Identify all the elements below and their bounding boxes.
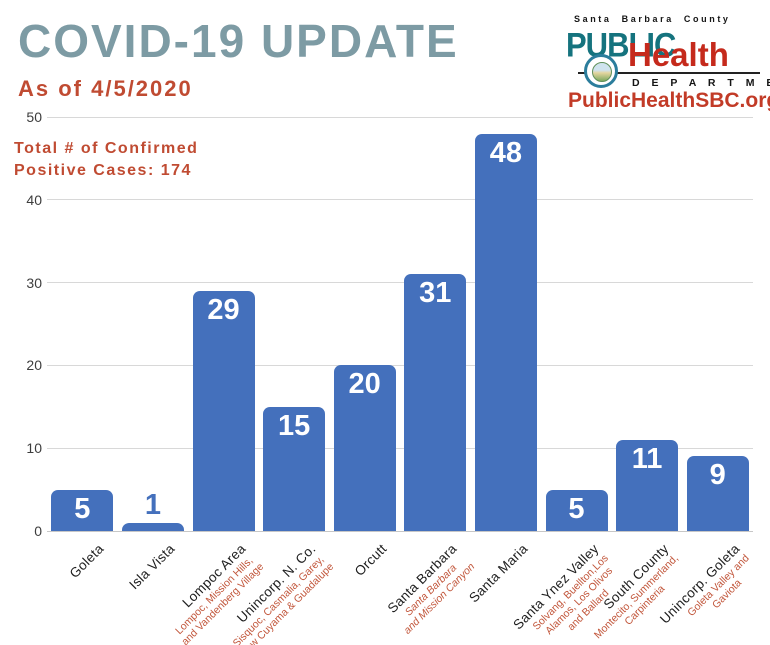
logo-county-text: Santa Barbara County xyxy=(574,14,731,24)
bar xyxy=(333,365,396,531)
total-cases-line1: Total # of Confirmed xyxy=(14,140,199,157)
bar xyxy=(404,274,467,531)
logo-department-text: D E P A R T M E N T xyxy=(632,77,770,89)
bar-value-label: 20 xyxy=(348,368,381,401)
bar-value-label: 11 xyxy=(631,442,663,475)
bar-value-label: 9 xyxy=(709,459,726,492)
y-axis-tick-label: 10 xyxy=(26,440,42,457)
bar xyxy=(263,406,326,531)
bar xyxy=(51,489,114,531)
total-cases-label: Total # of Confirmed Positive Cases: 174 xyxy=(14,138,198,182)
bar-value-label: 48 xyxy=(489,136,523,169)
health-department-logo: Santa Barbara County PUBLIC Health D E P… xyxy=(560,10,770,114)
county-seal-landscape xyxy=(592,62,612,82)
bar-value-label: 5 xyxy=(74,492,91,525)
gridline xyxy=(47,116,753,118)
gridline xyxy=(47,364,753,366)
bar xyxy=(545,489,608,531)
y-axis-tick-label: 30 xyxy=(26,274,42,291)
bar-value-label: 15 xyxy=(277,409,311,442)
bar-value-label: 1 xyxy=(144,488,161,521)
logo-health-text: Health xyxy=(628,36,729,73)
y-axis-tick-label: 50 xyxy=(26,109,42,125)
x-axis-label: Santa Barbara Santa Barbara and Mission Ca… xyxy=(329,541,479,645)
bar-value-label: 31 xyxy=(419,277,452,310)
x-axis-line xyxy=(47,530,753,532)
bar xyxy=(686,456,749,531)
page-title: COVID-19 UPDATE xyxy=(18,15,459,67)
bar xyxy=(474,133,537,531)
bar-value-label: 5 xyxy=(568,492,585,525)
bar xyxy=(616,439,679,531)
logo-divider-line xyxy=(578,72,760,74)
logo-public-text: PUBLIC xyxy=(566,25,676,65)
county-seal-icon xyxy=(584,54,618,88)
gridline xyxy=(47,199,753,201)
y-axis-tick-label: 20 xyxy=(26,357,42,374)
as-of-date: As of 4/5/2020 xyxy=(18,76,193,101)
gridline xyxy=(47,282,753,284)
bar xyxy=(121,522,184,531)
y-axis-tick-label: 40 xyxy=(26,191,42,208)
gridline xyxy=(47,447,753,449)
bar-value-label: 29 xyxy=(207,293,240,326)
website-url: PublicHealthSBC.org xyxy=(568,89,770,112)
y-axis-tick-label: 0 xyxy=(34,523,42,539)
total-cases-line2: Positive Cases: 174 xyxy=(14,162,192,179)
bar xyxy=(192,290,255,531)
